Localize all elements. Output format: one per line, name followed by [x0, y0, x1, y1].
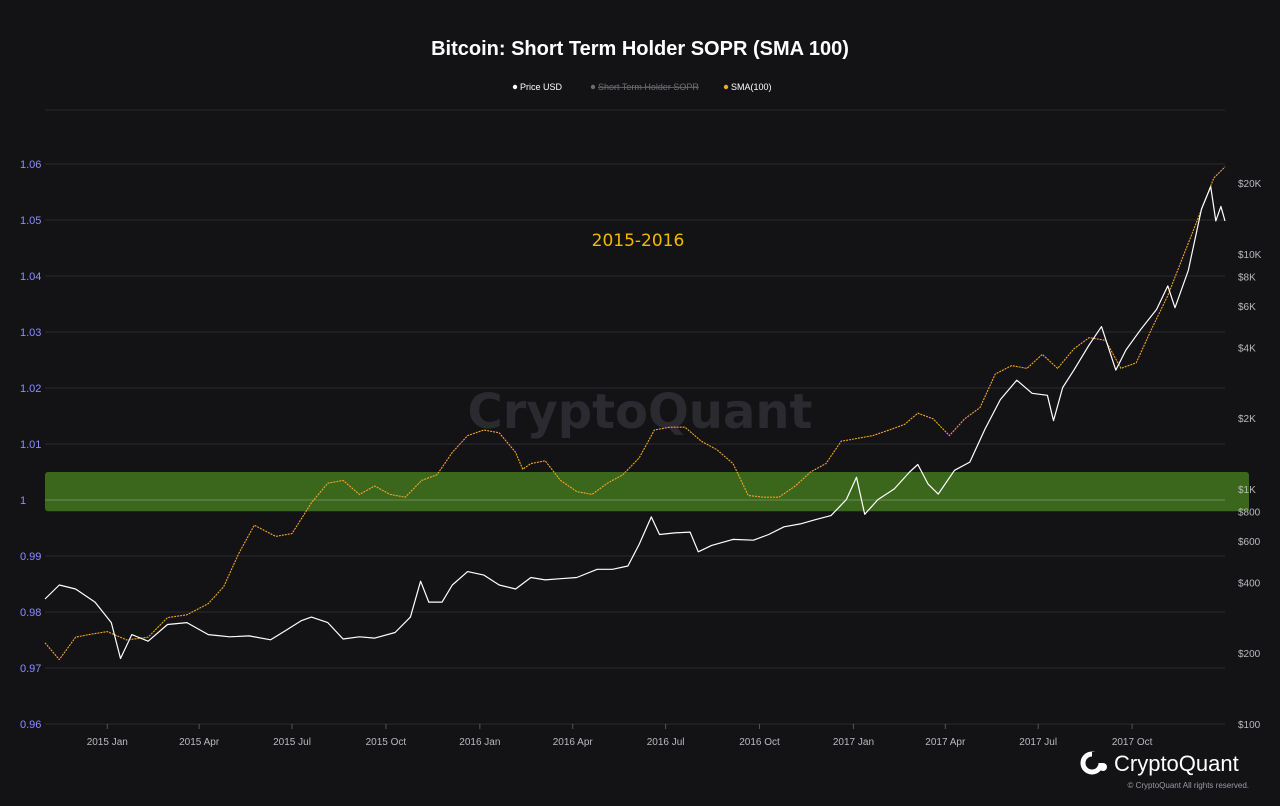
legend-marker [590, 84, 596, 90]
highlight-band [45, 472, 1249, 512]
watermark: CryptoQuant [468, 384, 813, 440]
y-right-tick-label: $1K [1238, 485, 1256, 496]
legend-label: Short Term Holder SOPR [598, 82, 699, 92]
y-right-tick-label: $600 [1238, 537, 1261, 548]
y-left-tick-label: 0.97 [20, 663, 41, 675]
x-tick-label: 2016 Jan [459, 737, 500, 748]
legend-label: SMA(100) [731, 82, 772, 92]
legend: Price USD Short Term Holder SOPR SMA(100) [512, 82, 772, 92]
x-axis: 2015 Jan 2015 Apr 2015 Jul 2015 Oct 2016 Jan… [87, 724, 1153, 748]
brand-logo: CryptoQuant [1080, 751, 1239, 776]
x-tick-label: 2015 Oct [366, 737, 407, 748]
legend-marker [512, 84, 518, 90]
y-right-tick-label: $200 [1238, 649, 1261, 660]
x-tick-label: 2017 Jul [1019, 737, 1057, 748]
legend-item-price-usd[interactable]: Price USD [512, 82, 563, 92]
series-layer [44, 166, 1226, 661]
x-tick-label: 2016 Oct [739, 737, 780, 748]
y-left-tick-label: 0.99 [20, 551, 41, 563]
series-line-sma-100 [44, 166, 1226, 661]
y-right-tick-label: $4K [1238, 343, 1256, 354]
y-left-tick-label: 1.04 [20, 271, 41, 283]
x-tick-label: 2017 Apr [925, 737, 966, 748]
legend-item-sma-100[interactable]: SMA(100) [723, 82, 772, 92]
y-right-tick-label: $8K [1238, 273, 1256, 284]
y-right-tick-label: $10K [1238, 250, 1262, 261]
y-right-tick-label: $2K [1238, 414, 1256, 425]
y-right-tick-label: $100 [1238, 720, 1261, 731]
x-tick-label: 2015 Apr [179, 737, 220, 748]
y-right-tick-label: $20K [1238, 179, 1262, 190]
y-left-tick-label: 0.96 [20, 719, 41, 731]
brand-name: CryptoQuant [1114, 751, 1239, 776]
x-tick-label: 2015 Jul [273, 737, 311, 748]
y-left-tick-label: 1.01 [20, 439, 41, 451]
y-right-tick-label: $6K [1238, 302, 1256, 313]
annotation-2015-2016: 2015-2016 [592, 231, 685, 251]
cryptoquant-logo-icon [1080, 751, 1107, 775]
y-left-tick-label: 1.05 [20, 215, 41, 227]
legend-label: Price USD [520, 82, 563, 92]
y-left-tick-label: 1 [20, 495, 26, 507]
x-tick-label: 2016 Jul [647, 737, 685, 748]
y-axis-right: $20K $10K $8K $6K $4K $2K $1K $800 $600 $400 $200 $… [1238, 179, 1262, 731]
legend-marker [723, 84, 729, 90]
legend-item-short-term-holder-sopr[interactable]: Short Term Holder SOPR [590, 82, 700, 92]
series-line-price-usd [44, 186, 1226, 660]
x-tick-label: 2016 Apr [553, 737, 594, 748]
y-left-tick-label: 1.02 [20, 383, 41, 395]
y-left-tick-label: 1.06 [20, 159, 41, 171]
copyright: © CryptoQuant All rights reserved. [1128, 781, 1250, 790]
x-tick-label: 2017 Oct [1112, 737, 1153, 748]
y-axis-left: 1.06 1.05 1.04 1.03 1.02 1.01 1 0.99 0.98 0.97 0.9… [20, 159, 41, 731]
x-tick-label: 2015 Jan [87, 737, 128, 748]
y-right-tick-label: $800 [1238, 508, 1261, 519]
x-tick-label: 2017 Jan [833, 737, 874, 748]
y-left-tick-label: 0.98 [20, 607, 41, 619]
y-right-tick-label: $400 [1238, 578, 1261, 589]
y-left-tick-label: 1.03 [20, 327, 41, 339]
chart-title: Bitcoin: Short Term Holder SOPR (SMA 100… [431, 38, 849, 60]
